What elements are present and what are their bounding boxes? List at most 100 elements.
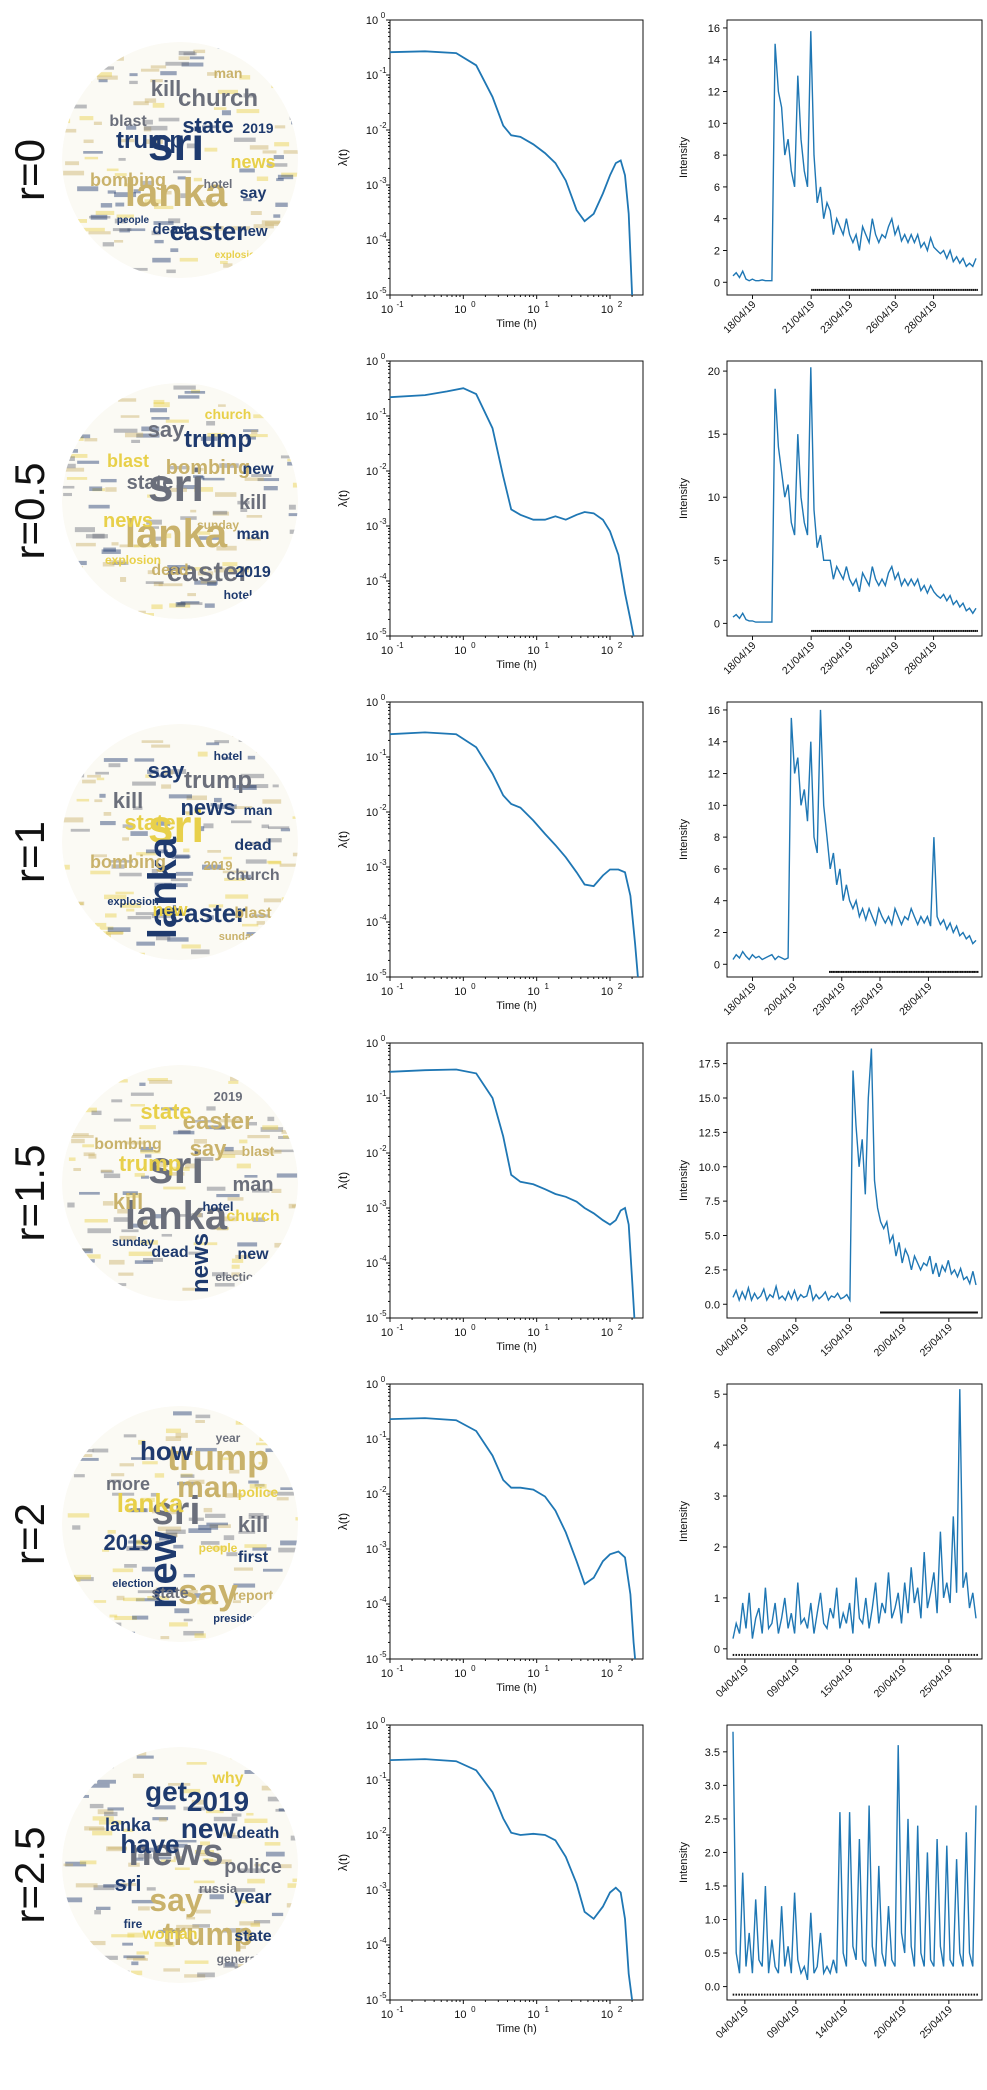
event-marker <box>962 1311 965 1314</box>
cloud-texture <box>193 49 206 54</box>
cloud-texture <box>178 1129 191 1134</box>
cloud-texture <box>139 1125 156 1130</box>
event-marker <box>902 1653 905 1656</box>
intensity-y-tick-label: 2 <box>714 927 720 939</box>
event-marker <box>884 1311 887 1314</box>
event-marker <box>894 1653 896 1656</box>
event-marker <box>792 1993 794 1996</box>
cloud-texture <box>62 1299 72 1301</box>
cloud-texture <box>186 1916 196 1920</box>
decay-y-tick-exp: -3 <box>379 176 387 185</box>
cloud-texture <box>173 385 196 390</box>
cloud-texture <box>208 904 224 908</box>
cloud-texture <box>245 537 261 541</box>
cloud-word: church <box>226 867 279 884</box>
event-marker <box>880 970 882 973</box>
cloud-texture <box>137 952 145 957</box>
cloud-texture <box>152 1817 169 1821</box>
cloud-texture <box>224 877 246 881</box>
cloud-word: state <box>182 113 233 138</box>
cloud-texture <box>213 107 227 110</box>
event-marker <box>837 1653 840 1656</box>
intensity-y-tick-label: 6 <box>714 864 720 876</box>
cloud-word: more <box>106 1474 150 1494</box>
cloud-texture <box>127 1932 144 1938</box>
event-marker <box>880 1653 882 1656</box>
cloud-texture <box>186 1762 207 1765</box>
intensity-y-tick-label: 16 <box>708 23 720 35</box>
event-marker <box>898 288 901 291</box>
cloud-texture <box>119 138 135 143</box>
event-marker <box>846 1653 848 1656</box>
intensity-y-tick-label: 2.0 <box>705 1847 720 1859</box>
cloud-texture <box>138 1439 145 1445</box>
cloud-texture <box>131 439 141 444</box>
event-marker <box>950 1993 953 1996</box>
decay-x-tick-label: 10 <box>381 986 393 998</box>
decay-y-label: λ(t) <box>336 1854 350 1871</box>
cloud-texture <box>300 569 302 572</box>
event-marker <box>783 1993 786 1996</box>
cloud-texture <box>293 232 298 236</box>
event-marker <box>917 1311 919 1314</box>
cloud-texture <box>110 392 125 395</box>
event-marker <box>834 1993 837 1996</box>
event-marker <box>789 1993 791 1996</box>
event-marker <box>926 629 929 632</box>
event-marker <box>834 970 836 973</box>
cloud-texture <box>271 83 278 89</box>
cloud-word: kill <box>238 1512 269 1537</box>
event-marker <box>818 288 821 291</box>
cloud-texture <box>120 576 127 582</box>
cloud-texture <box>174 1867 190 1871</box>
cloud-texture <box>204 603 215 608</box>
cloud-word: man <box>237 526 270 543</box>
event-marker <box>888 629 891 632</box>
cloud-texture <box>221 110 232 116</box>
event-marker <box>941 1311 943 1314</box>
event-marker <box>910 1311 913 1314</box>
event-marker <box>903 1311 906 1314</box>
event-marker <box>882 1311 884 1314</box>
cloud-texture <box>218 1457 232 1461</box>
cloud-texture <box>95 730 103 734</box>
decay-x-tick-exp: 1 <box>544 982 549 991</box>
event-marker <box>942 1311 944 1314</box>
event-marker <box>822 288 825 291</box>
cloud-texture <box>223 856 232 860</box>
event-marker <box>857 970 860 973</box>
event-marker <box>852 970 855 973</box>
decay-y-tick-label: 10 <box>366 1489 378 1501</box>
cloud-word: trump <box>167 1437 269 1478</box>
cloud-texture <box>280 455 290 459</box>
cloud-texture <box>121 1882 137 1887</box>
cloud-texture <box>238 1530 256 1534</box>
decay-y-label: λ(t) <box>336 831 350 848</box>
cloud-texture <box>278 1547 298 1553</box>
event-marker <box>832 629 834 632</box>
event-marker <box>840 1653 842 1656</box>
cloud-texture <box>147 769 159 774</box>
event-marker <box>886 1311 889 1314</box>
cloud-word: explosion <box>105 553 161 567</box>
event-marker <box>942 1993 944 1996</box>
event-marker <box>752 1653 755 1656</box>
cloud-texture <box>109 1614 118 1618</box>
cloud-texture <box>108 763 121 768</box>
event-marker <box>949 288 952 291</box>
event-marker <box>922 1993 925 1996</box>
decay-y-tick-label: 10 <box>366 576 378 588</box>
decay-y-tick-label: 10 <box>366 125 378 137</box>
cloud-texture <box>249 1484 267 1489</box>
cloud-texture <box>126 1546 148 1552</box>
cloud-texture <box>267 1490 277 1496</box>
cloud-texture <box>197 571 214 576</box>
event-marker <box>854 629 857 632</box>
cloud-texture <box>93 273 102 278</box>
event-marker <box>953 288 956 291</box>
cloud-texture <box>239 168 255 173</box>
decay-axes-frame <box>389 701 644 978</box>
cloud-texture <box>154 1473 165 1478</box>
event-marker <box>911 629 914 632</box>
cloud-texture <box>175 1432 188 1438</box>
